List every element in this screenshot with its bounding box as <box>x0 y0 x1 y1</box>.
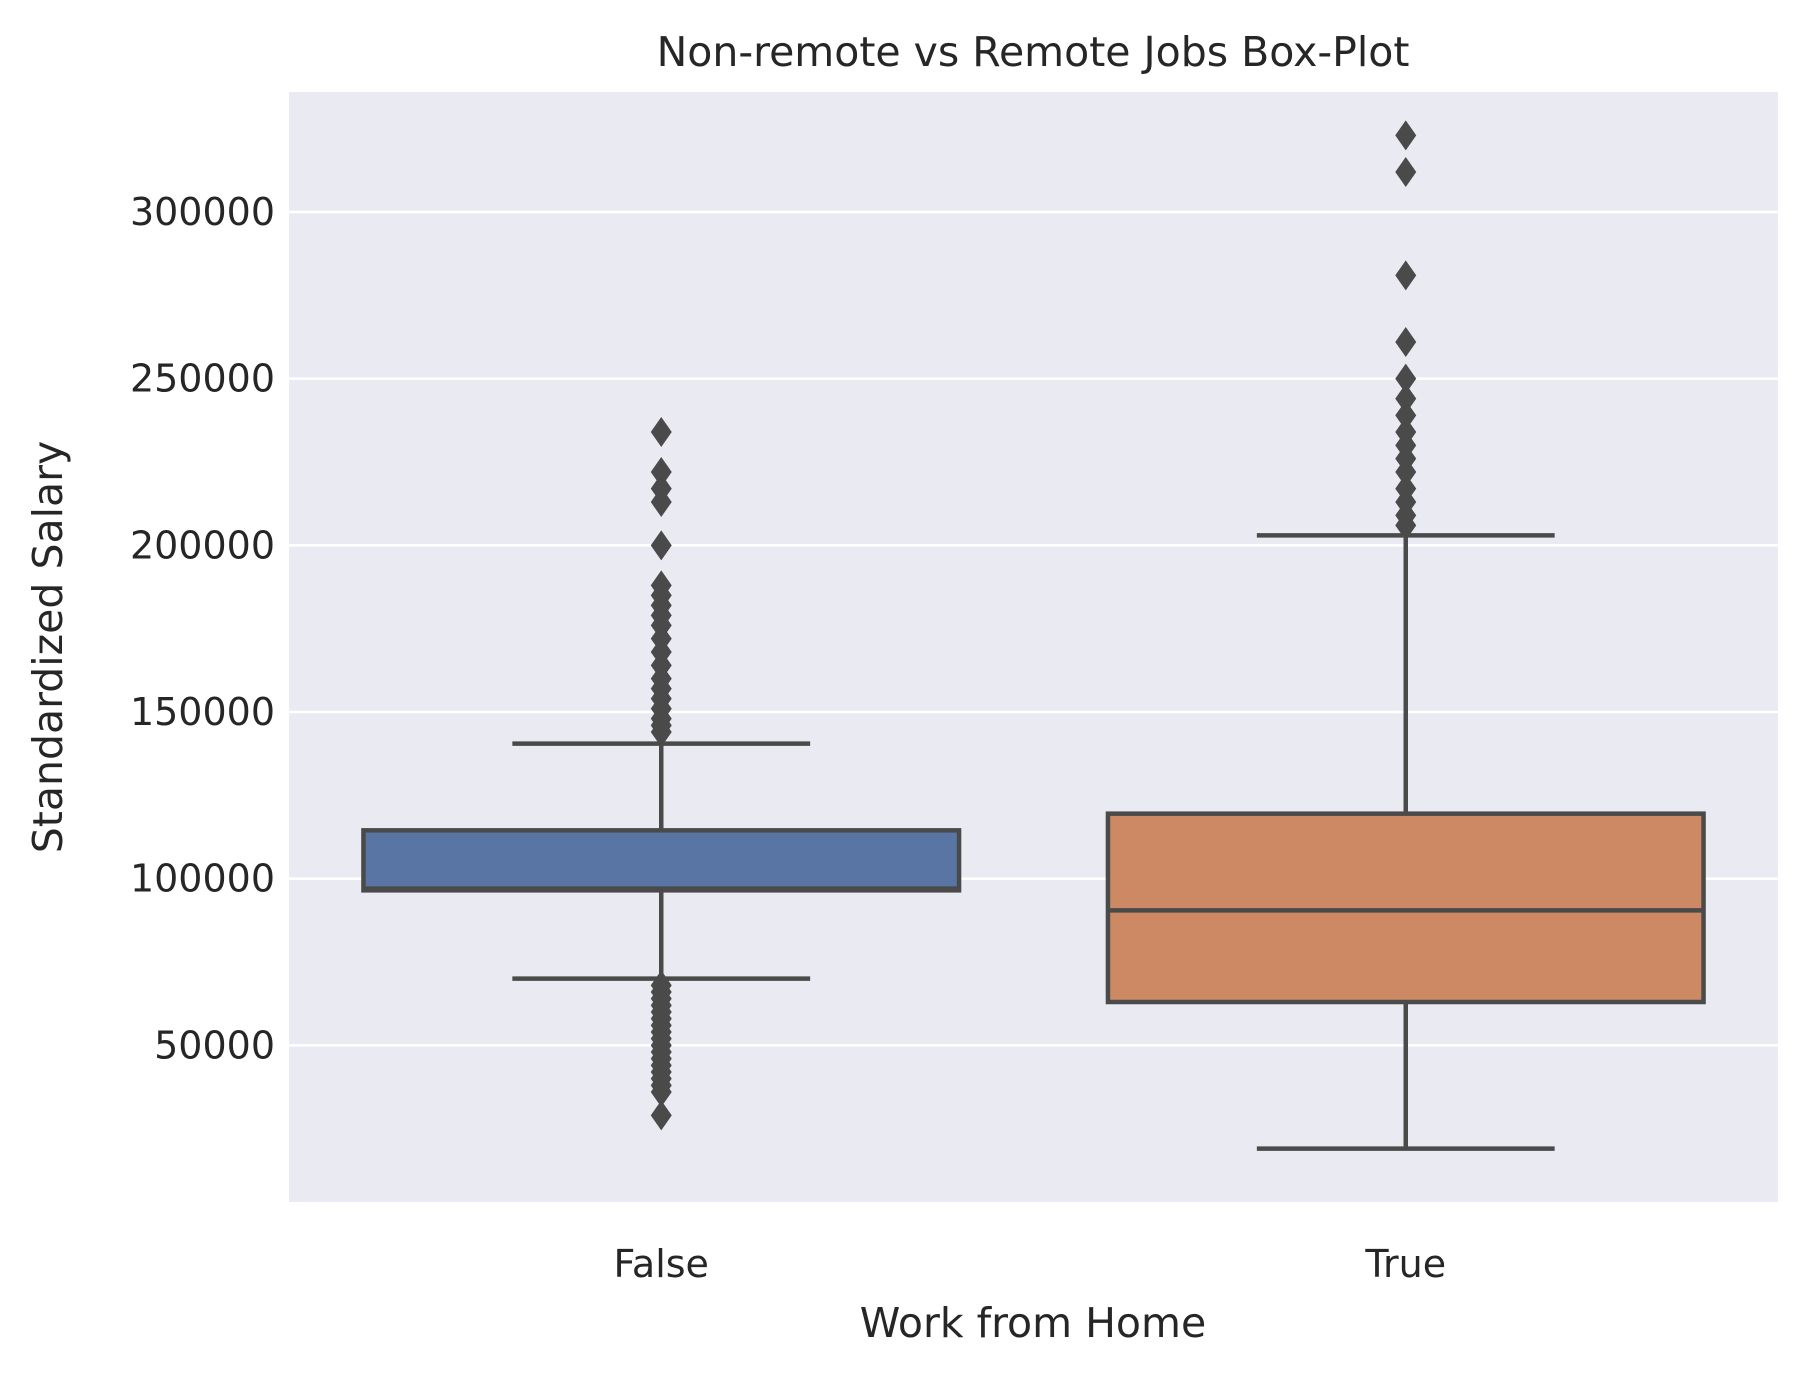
outlier-point <box>1395 157 1417 187</box>
y-tick-label: 250000 <box>130 357 275 401</box>
outlier-point <box>1395 510 1417 541</box>
outlier-point <box>1395 260 1417 291</box>
plot-background <box>289 92 1778 1202</box>
chart-title: Non-remote vs Remote Jobs Box-Plot <box>657 28 1410 76</box>
outlier-point <box>650 717 672 747</box>
outlier-point <box>650 1100 672 1131</box>
outlier-point <box>650 487 672 517</box>
box-iqr <box>1105 811 1706 1005</box>
y-tick-label: 200000 <box>130 523 275 567</box>
outlier-point <box>1395 363 1417 394</box>
x-axis-title: Work from Home <box>860 1299 1206 1347</box>
box-true <box>1105 120 1706 1151</box>
y-tick-labels: 50000 100000 150000 200000 250000 300000 <box>130 190 275 1067</box>
outlier-point <box>650 417 672 447</box>
x-tick-label: True <box>1364 1242 1446 1286</box>
boxes-layer <box>361 120 1706 1151</box>
box-iqr <box>361 828 962 893</box>
y-axis-title: Standardized Salary <box>24 441 72 854</box>
y-tick-label: 50000 <box>154 1023 275 1067</box>
outlier-point <box>650 1077 672 1107</box>
outlier-point <box>650 457 672 487</box>
y-tick-label: 150000 <box>130 690 275 734</box>
outlier-point <box>650 530 672 561</box>
outlier-point <box>1395 457 1417 487</box>
y-tick-label: 100000 <box>130 857 275 901</box>
x-tick-labels: False True <box>614 1242 1447 1286</box>
outlier-point <box>1395 327 1417 357</box>
outlier-point <box>1395 383 1417 414</box>
x-tick-label: False <box>614 1242 709 1286</box>
outlier-point <box>1395 120 1417 151</box>
outlier-point <box>1395 400 1417 431</box>
y-tick-label: 300000 <box>130 190 275 234</box>
box-false <box>361 417 962 1131</box>
